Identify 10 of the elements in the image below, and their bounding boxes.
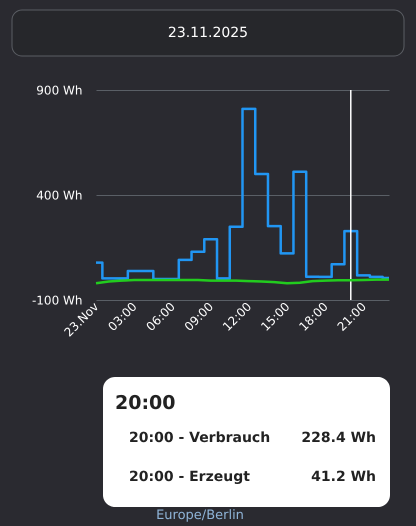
text: Europe/Berlin (156, 508, 244, 523)
text: 20:00 - Verbrauch (129, 430, 270, 446)
y-tick-label: -100 Wh (32, 294, 82, 308)
text: 228.4 Wh (301, 430, 376, 446)
text: 20:00 (115, 392, 176, 414)
y-tick-label: 400 Wh (36, 188, 82, 202)
y-tick-label: 900 Wh (36, 84, 82, 98)
chart-title: 23.11.2025 (168, 25, 248, 41)
text: 41.2 Wh (311, 469, 376, 485)
text: 20:00 - Erzeugt (129, 469, 250, 485)
